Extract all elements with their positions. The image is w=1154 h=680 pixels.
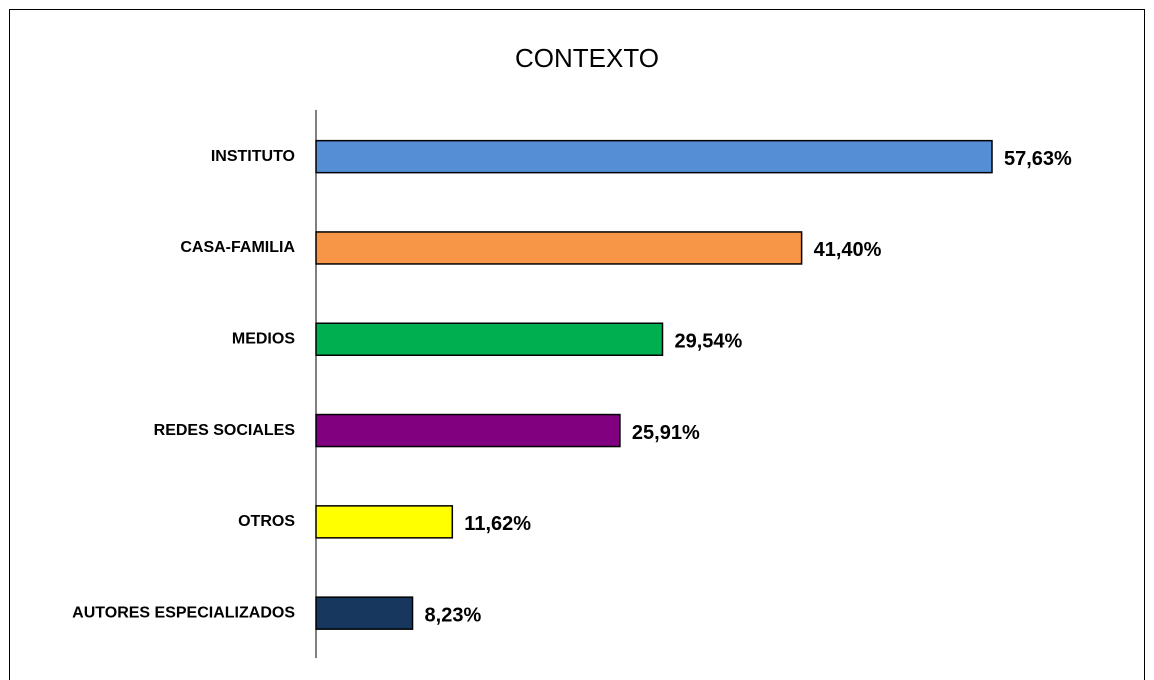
data-label: 11,62% [464,513,531,535]
bar [315,322,664,356]
data-label: 57,63% [1004,148,1072,170]
chart-title: CONTEXTO [515,43,659,73]
bar [315,505,454,539]
bar [315,231,803,265]
category-label: CASA-FAMILIA [180,239,295,256]
category-label: AUTORES ESPECIALIZADOS [72,604,295,621]
category-label: REDES SOCIALES [154,422,296,439]
data-label: 25,91% [632,422,700,444]
data-label: 41,40% [814,239,882,261]
bar [315,596,414,630]
category-label: INSTITUTO [211,148,295,165]
category-label: MEDIOS [232,330,295,347]
data-label: 8,23% [425,604,482,626]
data-label: 29,54% [675,331,743,353]
category-label: OTROS [238,513,295,530]
bar [315,139,993,174]
bar [315,413,621,448]
